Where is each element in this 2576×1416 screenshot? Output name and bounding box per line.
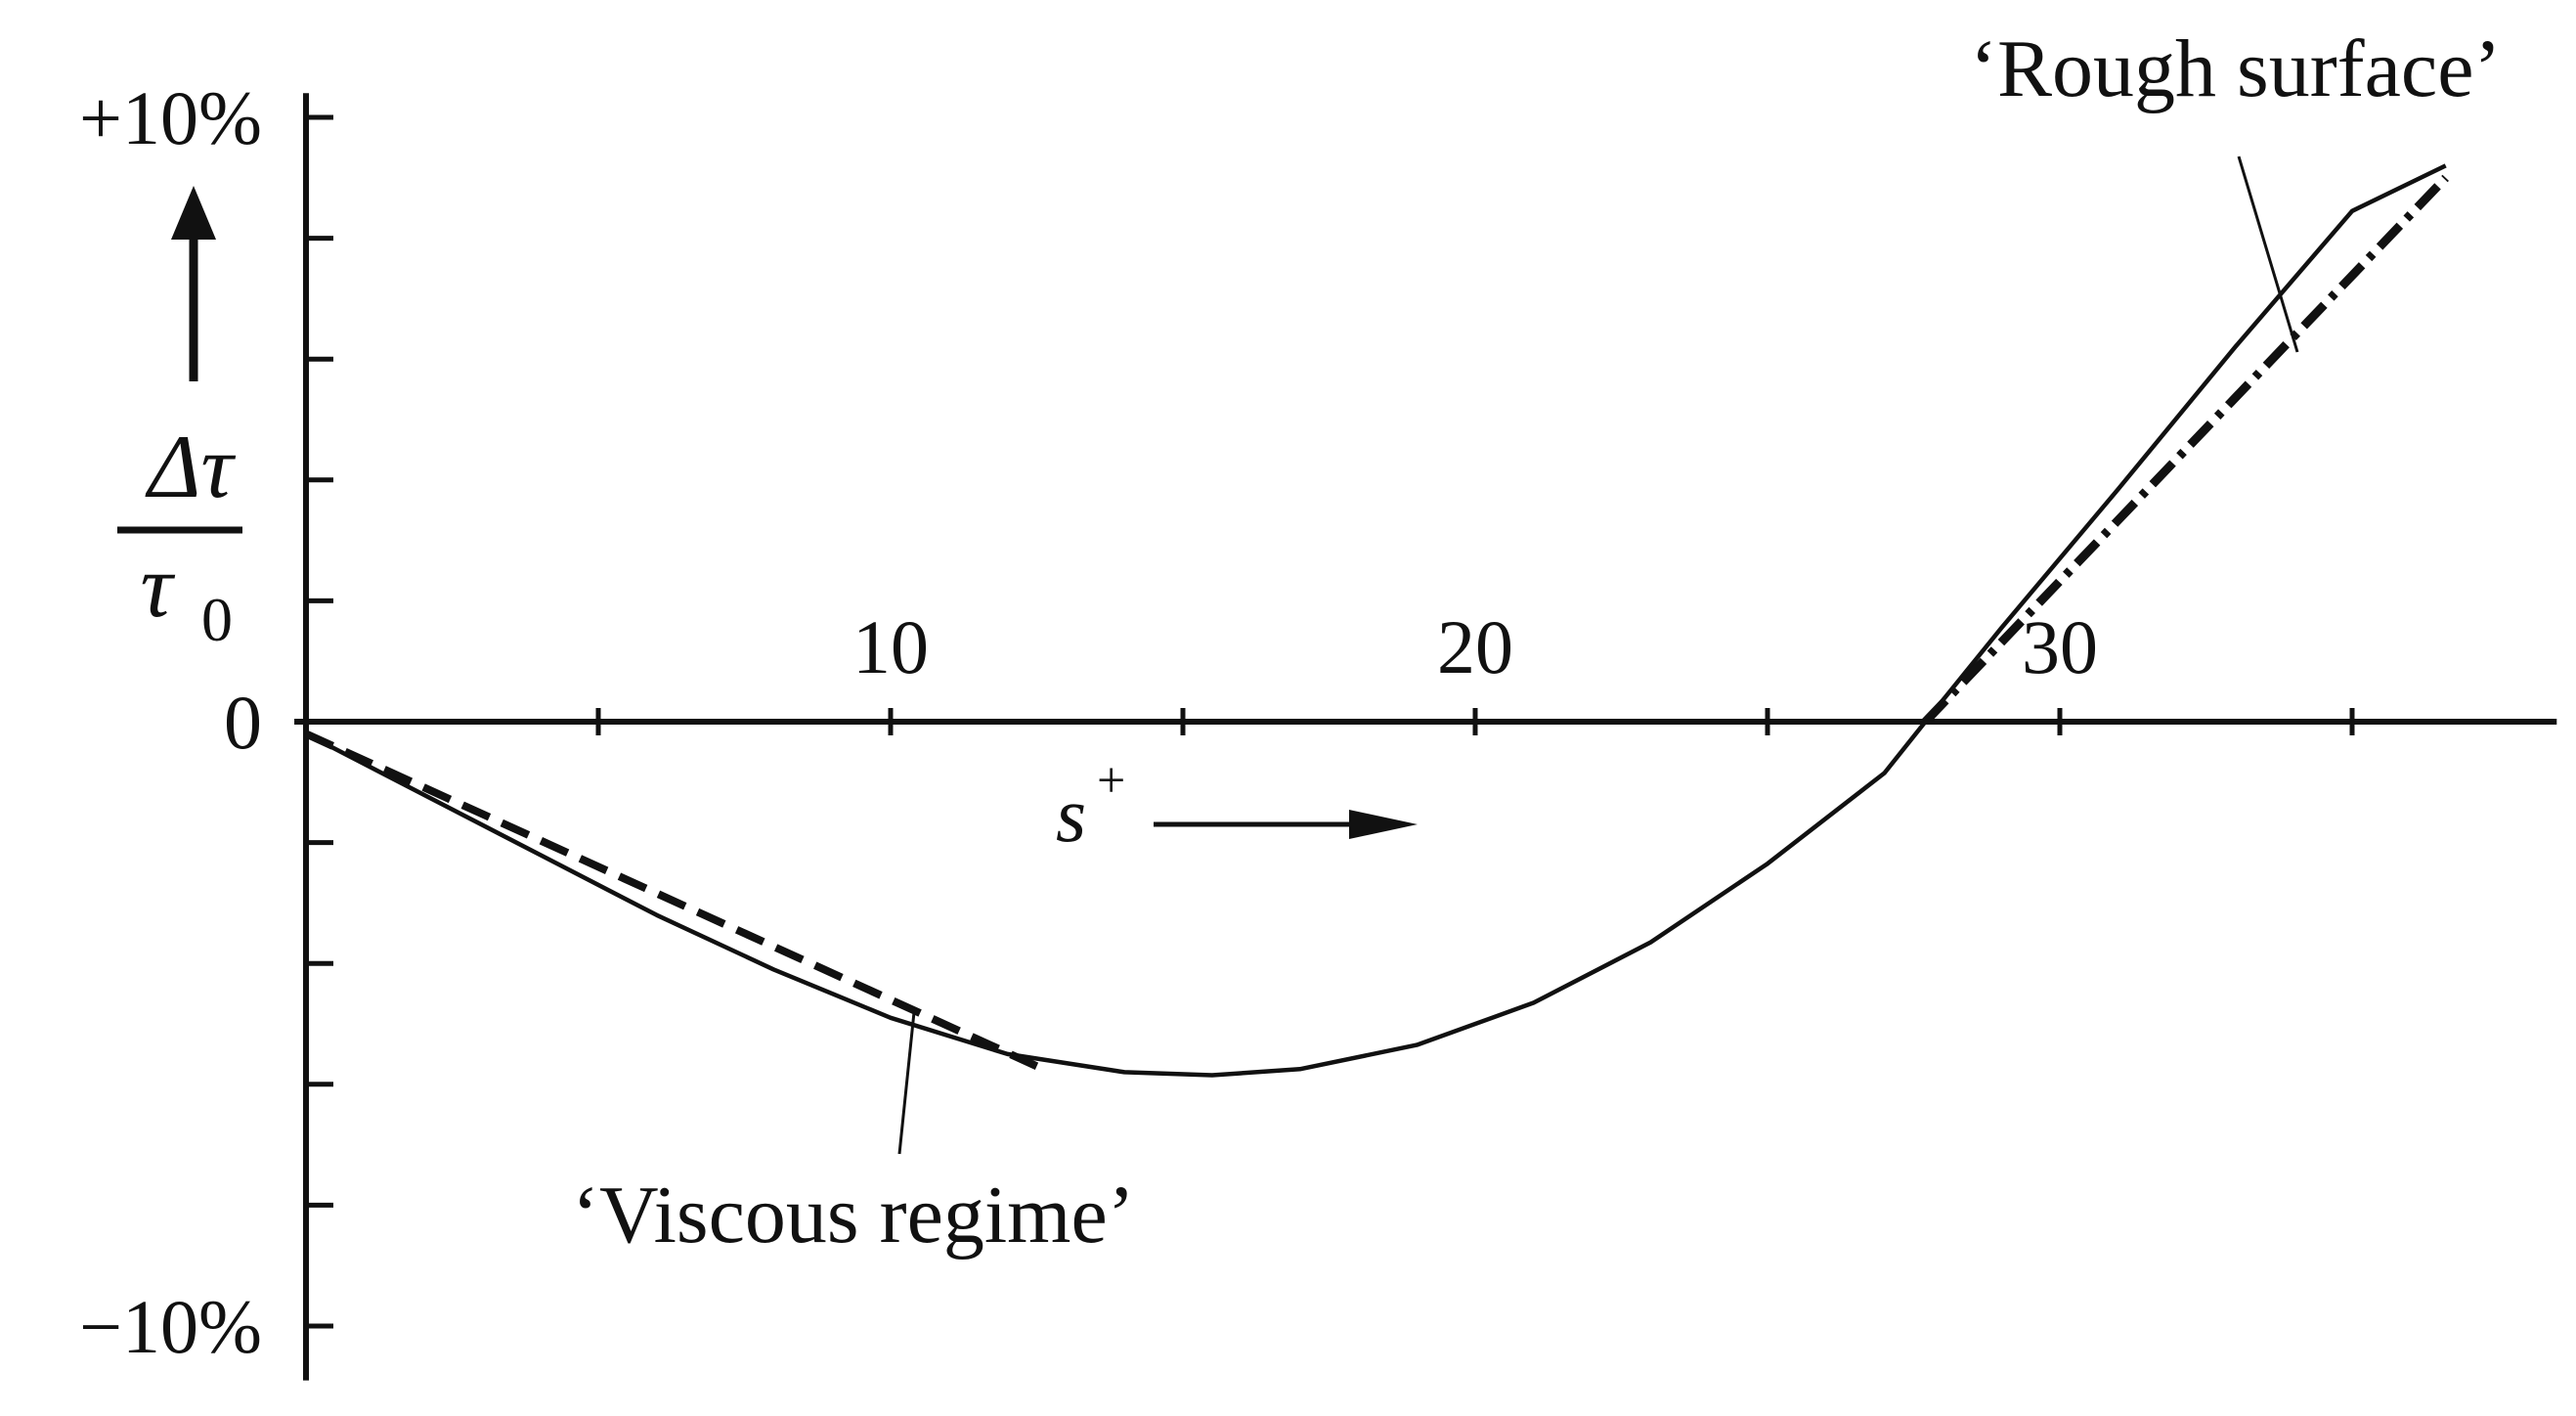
y-tick-label: −10% [79, 1284, 262, 1369]
series-line-viscous-regime [304, 730, 1039, 1070]
viscous-regime-label: ‘Viscous regime’ [572, 1170, 1135, 1261]
y-ticks-group [306, 114, 333, 1329]
y-tick-label: +10% [79, 75, 262, 160]
viscous-regime-leader [897, 1011, 916, 1155]
y-tick-labels-group: +10% 0 −10% [79, 75, 262, 1369]
x-axis-arrow-head [1349, 810, 1418, 839]
series-line-measured [304, 163, 2447, 1078]
y-axis-label: Δτ τ 0 [117, 186, 242, 654]
x-tick-label: 10 [852, 604, 929, 689]
x-axis-label: s + [1056, 753, 1418, 859]
xlabel-text: s [1056, 773, 1086, 859]
ylabel-denominator-subscript: 0 [201, 585, 233, 654]
series-layer [304, 163, 2449, 1078]
xlabel-superscript: + [1097, 753, 1125, 809]
rough-surface-leader [2237, 155, 2299, 353]
ylabel-denominator: τ [141, 536, 176, 636]
y-axis-arrow-head [171, 186, 216, 240]
y-tick-label: 0 [224, 680, 262, 765]
rough-surface-annotation: ‘Rough surface’ [1970, 23, 2501, 353]
x-tick-label: 30 [2022, 604, 2098, 689]
x-tick-labels-group: 10 20 30 [852, 604, 2098, 689]
viscous-regime-annotation: ‘Viscous regime’ [572, 1011, 1135, 1261]
x-tick-label: 20 [1437, 604, 1513, 689]
x-ticks-group [595, 708, 2355, 735]
rough-surface-label: ‘Rough surface’ [1970, 23, 2501, 114]
ylabel-numerator: Δτ [145, 417, 237, 516]
series-line-rough-surface [1922, 174, 2449, 726]
